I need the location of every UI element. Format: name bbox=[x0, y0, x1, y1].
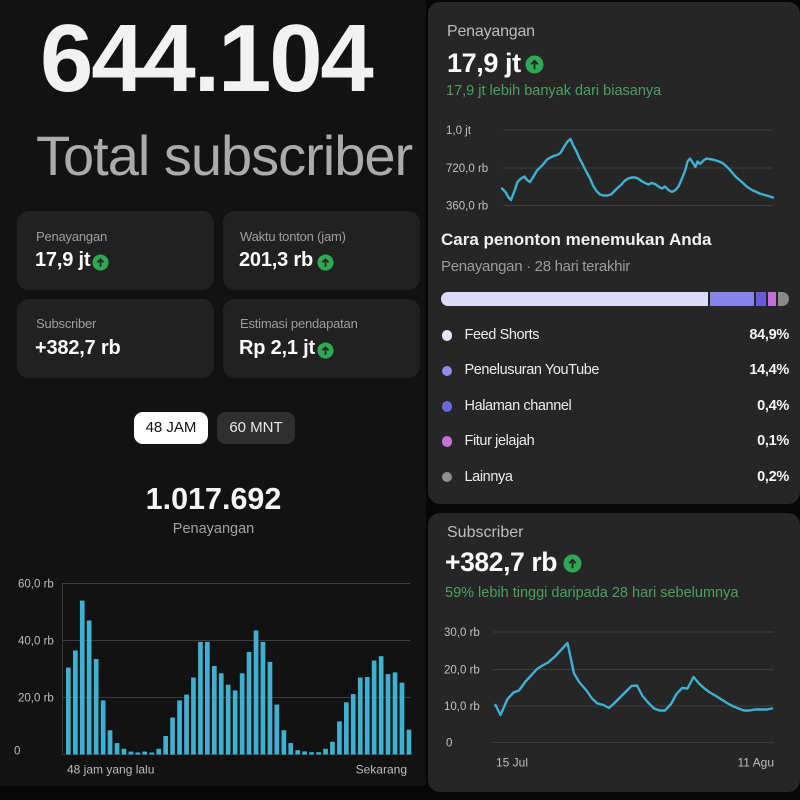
svg-text:0: 0 bbox=[446, 738, 452, 750]
svg-text:0: 0 bbox=[14, 746, 20, 758]
svg-text:15 Jul: 15 Jul bbox=[496, 756, 528, 770]
svg-text:40,0 rb: 40,0 rb bbox=[18, 636, 54, 648]
svg-text:30,0 rb: 30,0 rb bbox=[444, 627, 480, 639]
svg-text:720,0 rb: 720,0 rb bbox=[446, 163, 488, 175]
svg-text:48 jam yang lalu: 48 jam yang lalu bbox=[67, 763, 154, 777]
svg-text:11 Agu: 11 Agu bbox=[738, 756, 774, 770]
svg-text:20,0 rb: 20,0 rb bbox=[444, 665, 480, 677]
svg-text:Sekarang: Sekarang bbox=[356, 763, 407, 777]
svg-text:360,0 rb: 360,0 rb bbox=[446, 201, 488, 213]
svg-text:1,0 jt: 1,0 jt bbox=[446, 125, 472, 137]
svg-text:10,0 rb: 10,0 rb bbox=[444, 701, 480, 713]
svg-text:60,0 rb: 60,0 rb bbox=[18, 579, 54, 591]
svg-text:20,0 rb: 20,0 rb bbox=[18, 693, 54, 705]
